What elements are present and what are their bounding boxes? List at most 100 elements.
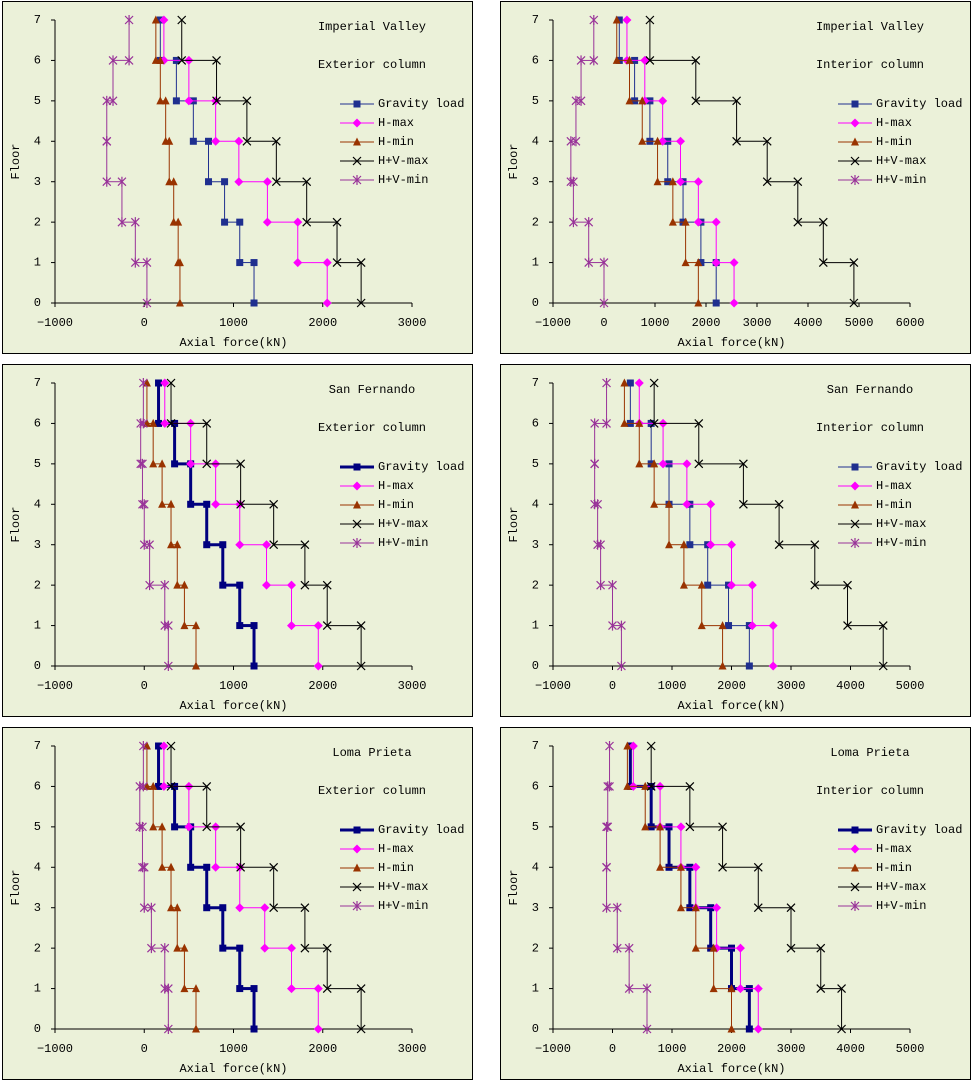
series [612,15,703,307]
marker [192,621,201,630]
marker [163,1024,173,1034]
marker [625,55,634,64]
y-tick-label: 4 [34,134,41,148]
x-tick-label: 1000 [658,1042,687,1056]
marker [850,882,860,892]
marker [851,100,859,108]
marker [146,902,156,913]
marker [352,844,362,854]
marker [727,540,736,550]
marker [219,904,227,912]
marker [624,943,634,954]
chart-subtitle: Interior column [816,421,924,435]
chart-title: Loma Prieta [332,746,411,760]
marker [353,463,361,471]
series [142,741,201,1033]
marker [694,459,704,469]
y-axis-label: Floor [507,506,521,542]
y-tick-label: 2 [532,578,539,592]
marker [203,500,211,508]
marker [668,177,677,186]
series [166,741,366,1034]
marker [184,96,194,106]
marker [221,178,229,186]
y-axis-label: Floor [9,869,23,905]
x-tick-label: 0 [609,679,616,693]
marker [645,56,655,65]
chart-title: San Fernando [827,383,913,397]
legend-label: Gravity load [378,460,464,474]
series [623,741,736,1033]
x-axis-label: Axial force(kN) [179,336,287,350]
marker [712,903,722,913]
marker [620,378,629,387]
y-tick-label: 0 [532,296,539,310]
x-axis-label: Axial force(kN) [179,699,287,713]
marker [584,217,594,228]
chart-panel: −1000 0 1000 2000 3000 4000 5000 6000 0 1 2 3 4 5 6 7 Ax… [500,1,971,354]
marker [332,217,342,227]
y-tick-label: 3 [34,538,41,552]
marker [262,177,272,187]
marker [849,298,859,308]
marker [681,258,690,267]
marker [235,903,245,913]
chart-title: San Fernando [329,383,415,397]
marker [851,863,859,872]
y-tick-label: 2 [532,215,539,229]
y-tick-label: 0 [532,659,539,673]
marker [850,901,860,911]
marker [250,1025,258,1033]
x-tick-label: 1000 [658,679,687,693]
marker [617,620,626,631]
marker [727,580,736,590]
marker [635,459,644,468]
marker [353,863,361,872]
marker [676,177,685,187]
marker [818,217,828,227]
marker [774,499,784,509]
marker [234,177,244,187]
marker [691,96,701,106]
x-tick-label: 4000 [836,679,865,693]
legend-label: H-min [876,861,912,875]
marker [786,943,796,953]
marker [236,862,246,872]
x-axis-label: Axial force(kN) [677,699,785,713]
marker [682,459,692,469]
x-tick-label: 3000 [398,1042,427,1056]
marker [599,298,609,308]
marker [356,298,366,308]
legend-label: Gravity load [876,823,962,837]
marker [656,862,665,871]
marker [172,97,180,105]
marker [682,499,692,509]
marker [658,459,668,469]
marker [589,15,599,25]
marker [620,418,629,427]
marker [589,55,599,66]
marker [745,662,753,670]
marker [353,500,361,509]
marker [768,661,778,671]
marker [658,96,668,106]
marker [139,902,149,913]
marker [262,540,272,550]
marker [685,822,695,832]
marker [151,55,160,64]
x-tick-label: 5000 [896,679,925,693]
x-tick-label: 3000 [777,1042,806,1056]
marker [322,943,332,953]
marker [810,540,820,550]
marker [681,217,690,226]
marker [850,538,860,548]
x-tick-label: −1000 [535,1042,571,1056]
y-tick-label: 0 [34,659,41,673]
legend-label: H-min [378,498,414,512]
x-tick-label: 3000 [777,679,806,693]
x-tick-label: −1000 [535,679,571,693]
marker [590,499,600,510]
marker [180,984,189,993]
y-tick-label: 5 [532,457,539,471]
marker [566,176,576,187]
